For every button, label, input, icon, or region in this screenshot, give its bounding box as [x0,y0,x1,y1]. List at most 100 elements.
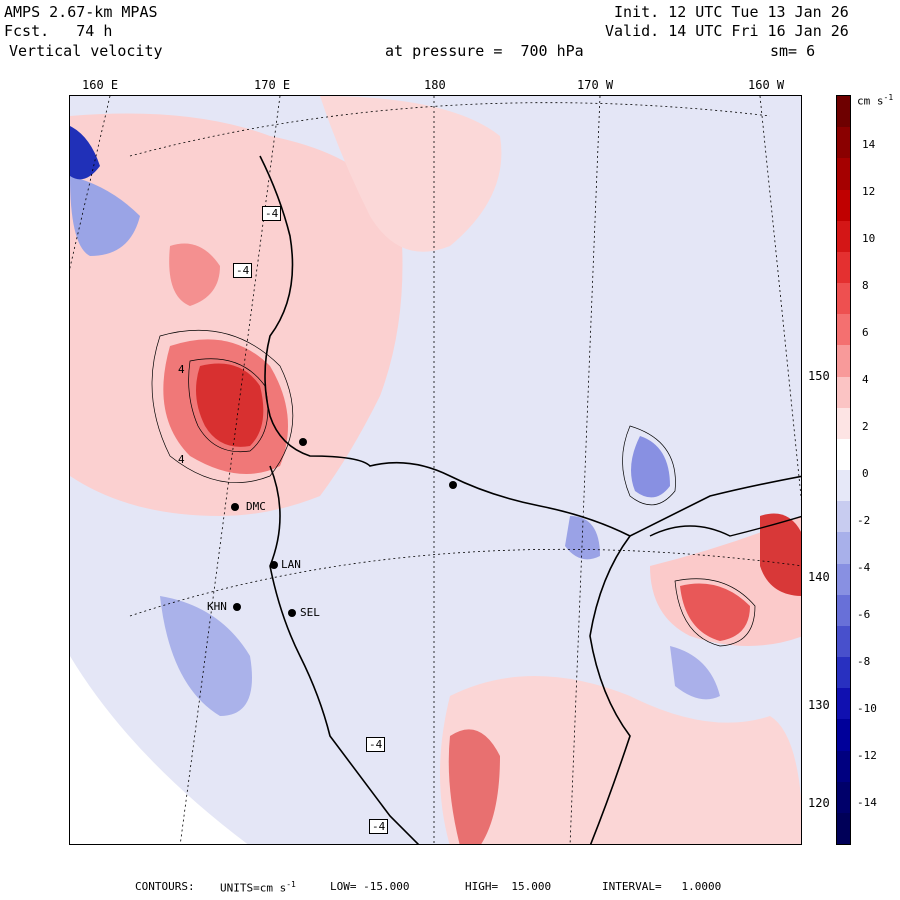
colorbar-step [837,283,850,315]
positive-region-north [320,96,502,252]
colorbar-tick-label: -10 [857,702,877,715]
smoothing-value: sm= 6 [770,42,816,60]
colorbar-step [837,501,850,533]
colorbar-tick-label: -8 [857,655,871,668]
colorbar-step [837,438,850,471]
colorbar-tick-label: 6 [862,326,869,339]
positive-core-6 [448,729,500,844]
contour-line-4 [674,578,756,647]
colorbar-step [837,376,850,409]
colorbar-step [837,189,850,222]
extremum-marker-4: -4 [369,819,389,834]
colorbar-step [837,127,850,159]
colorbar-step [837,719,850,751]
colorbar-tick-label: -12 [857,749,877,762]
contour-line-3 [622,425,676,506]
colorbar-step [837,657,850,689]
positive-core-2 [196,363,264,447]
graticule-meridian-170e [179,96,281,844]
lon-label-180: 180 [424,78,446,92]
station-dot-extra [299,438,307,446]
valid-time: Valid. 14 UTC Fri 16 Jan 26 [605,22,849,40]
coastline-marie-byrd [649,515,801,537]
colorbar-tick-label: -6 [857,608,871,621]
colorbar-step [837,407,850,440]
station-label-khn: KHN [207,600,227,613]
colorbar [836,95,851,845]
init-time: Init. 12 UTC Tue 13 Jan 26 [614,3,849,21]
colorbar-tick-label: 4 [862,373,869,386]
colorbar-tick-label: 0 [862,467,869,480]
footer-units-exponent: -1 [286,880,296,889]
colorbar-step [837,781,850,814]
graticule-lat-2 [129,548,801,617]
contour-line-2 [188,358,269,453]
positive-region-west [70,113,403,516]
graticule-meridian-160w [759,96,801,501]
extremum-marker-5: 4 [178,363,185,376]
colorbar-step [837,688,850,720]
extremum-marker-3: -4 [366,737,386,752]
colorbar-tick-label: -2 [857,514,871,527]
station-label-lan: LAN [281,558,301,571]
negative-core-1 [70,176,140,256]
colorbar-tick-label: 2 [862,420,869,433]
colorbar-step [837,750,850,783]
colorbar-step [837,345,850,377]
negative-core-4 [565,516,600,560]
colorbar-tick-label: -4 [857,561,871,574]
station-dot-khn [233,603,241,611]
colorbar-step [837,96,850,128]
extremum-marker-1: -4 [262,206,282,221]
pressure-level: at pressure = 700 hPa [385,42,584,60]
negative-core-2 [160,596,252,716]
contour-line-1 [151,330,294,483]
coastline-siple [589,535,631,844]
station-dot-dmc [231,503,239,511]
extremum-marker-2: -4 [233,263,253,278]
colorbar-tick-label: 14 [862,138,876,151]
footer-units: UNITS=cm s-1 [220,880,296,895]
colorbar-tick-label: 8 [862,279,869,292]
colorbar-tick-label: -14 [857,796,877,809]
lon-label-170e: 170 E [254,78,291,92]
colorbar-step [837,532,850,564]
coastline-ice-shelf-front [259,155,801,537]
vertical-velocity-map: DMC LAN KHN SEL -4 -4 -4 -4 4 4 [69,95,802,845]
positive-core-4 [680,583,750,641]
colorbar-step [837,158,850,190]
forecast-hour: Fcst. 74 h [4,22,113,40]
negative-core-6 [70,126,100,180]
station-dot-south-pole [449,481,457,489]
footer-interval: INTERVAL= 1.0000 [602,880,722,893]
lon-label-170w: 170 W [577,78,614,92]
colorbar-units: cm s-1 [857,93,893,108]
colorbar-step [837,314,850,346]
lon-label-160e: 160 E [82,78,119,92]
colorbar-step [837,625,850,658]
negative-core-5 [670,646,720,700]
colorbar-units-exponent: -1 [883,93,894,102]
colorbar-step [837,470,850,502]
colorbar-step [837,220,850,253]
extremum-marker-6: 4 [178,453,185,466]
projection-edge [70,656,248,844]
positive-region-south [440,676,801,844]
footer-units-text: UNITS=cm s [220,881,287,895]
field-name: Vertical velocity [9,42,163,60]
model-title: AMPS 2.67-km MPAS [4,3,158,21]
footer-low: LOW= -15.000 [330,880,410,893]
colorbar-step [837,812,850,845]
station-label-sel: SEL [300,606,320,619]
positive-core-5 [760,513,801,596]
station-dot-sel [288,609,296,617]
footer-high: HIGH= 15.000 [465,880,552,893]
graticule-meridian-170w [569,96,601,844]
coastline-transantarctic [269,465,420,844]
colorbar-tick-label: 12 [862,185,876,198]
colorbar-step [837,594,850,627]
colorbar-step [837,563,850,596]
lon-label-160w: 160 W [748,78,785,92]
colorbar-step [837,251,850,284]
colorbar-tick-label: 10 [862,232,876,245]
